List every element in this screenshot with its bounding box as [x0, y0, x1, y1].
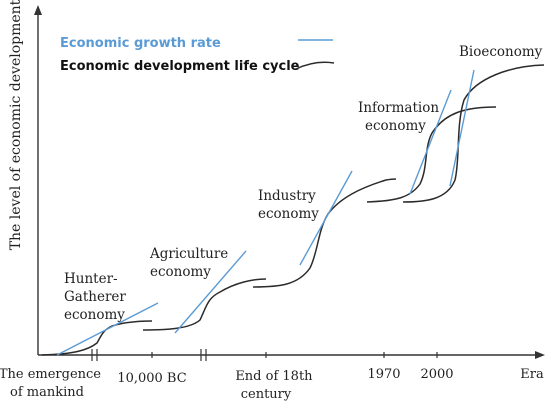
growth-rate-line-agriculture — [174, 250, 247, 334]
x-tick-label-2000: 2000 — [420, 367, 453, 382]
x-tick-label-era: Era — [520, 367, 544, 382]
bioeconomy-curve — [402, 64, 545, 203]
legend-cycle-label: Economic development life cycle — [60, 59, 300, 74]
x-tick-label-1970: 1970 — [367, 367, 400, 382]
growth-rate-line-hunter-gatherer — [56, 302, 159, 356]
stage-label-bioeconomy: Bioeconomy — [459, 44, 543, 60]
legend-cycle-swatch — [295, 61, 335, 70]
growth-rate-line-bioeconomy — [449, 69, 475, 187]
stage-label-agriculture: Agriculture economy — [149, 246, 233, 280]
hunter-gatherer-curve — [41, 320, 153, 356]
legend-growth-label: Economic growth rate — [60, 36, 221, 51]
legend: Economic growth rate Economic developmen… — [60, 36, 335, 74]
y-axis-arrowhead — [34, 5, 42, 15]
stage-labels: Hunter- Gatherer economy Agriculture eco… — [64, 44, 543, 323]
stage-label-industry: Industry economy — [258, 188, 320, 222]
growth-rate-line-information — [409, 89, 452, 195]
x-tick-label-18th-century: End of 18th century — [235, 369, 316, 402]
agriculture-curve — [142, 278, 267, 331]
information-curve — [366, 106, 497, 203]
stage-label-hunter-gatherer: Hunter- Gatherer economy — [64, 271, 130, 323]
x-tick-label-emergence: The emergence of mankind — [0, 367, 105, 400]
stage-label-information: Information economy — [358, 100, 443, 134]
axes — [34, 5, 545, 361]
growth-rate-line-industry — [299, 170, 353, 266]
x-axis-arrowhead — [535, 351, 545, 359]
y-axis-label: The level of economic development — [8, 0, 24, 250]
x-axis-labels: The emergence of mankind 10,000 BC End o… — [0, 367, 544, 402]
growth-rate-lines — [56, 69, 475, 356]
x-tick-label-10000bc: 10,000 BC — [117, 371, 186, 386]
